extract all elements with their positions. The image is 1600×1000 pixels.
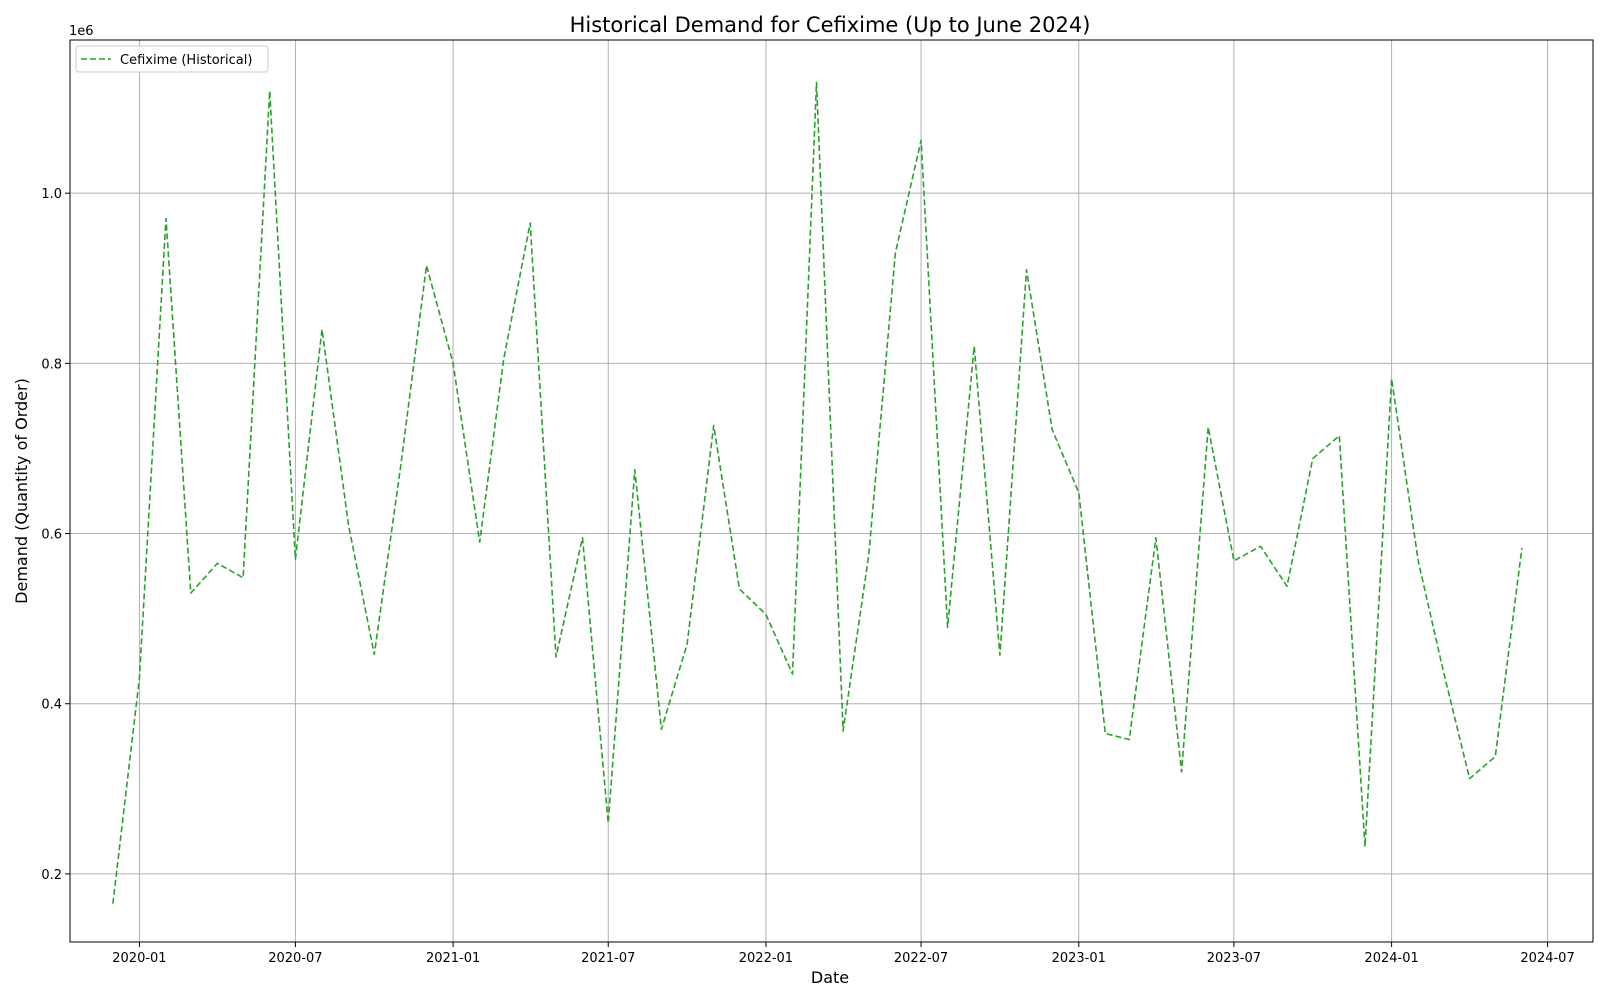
data-point	[269, 91, 270, 92]
data-point	[1469, 778, 1470, 779]
plot-frame	[69, 39, 1594, 943]
data-point	[400, 465, 401, 466]
data-point	[1287, 586, 1288, 587]
data-point	[1026, 269, 1027, 270]
data-point	[1208, 427, 1209, 428]
data-point	[190, 593, 191, 594]
data-point	[1105, 733, 1106, 734]
data-point	[974, 346, 975, 347]
data-point	[765, 614, 766, 615]
data-point	[1443, 669, 1444, 670]
data-point	[348, 525, 349, 526]
data-point	[713, 425, 714, 426]
data-point	[1521, 548, 1522, 549]
data-point	[1129, 739, 1130, 740]
data-point	[843, 731, 844, 732]
y-tick-label: 0.2	[41, 868, 62, 883]
x-axis-label: Date	[811, 968, 849, 987]
data-point	[426, 265, 427, 266]
series-line-0	[112, 81, 1523, 904]
data-point	[792, 674, 793, 675]
data-point	[1260, 546, 1261, 547]
data-point	[1418, 560, 1419, 561]
x-tick-label: 2024-01	[1364, 951, 1418, 966]
data-point	[661, 729, 662, 730]
data-point	[374, 654, 375, 655]
data-point	[947, 627, 948, 628]
data-point	[556, 656, 557, 657]
data-point	[1365, 846, 1366, 847]
chart-title: Historical Demand for Cefixime (Up to Ju…	[570, 13, 1091, 37]
legend: Cefixime (Historical)	[75, 45, 269, 73]
data-point	[1078, 492, 1079, 493]
data-point	[503, 359, 504, 360]
grid-lines	[70, 40, 1593, 942]
data-point	[816, 82, 817, 83]
data-point	[166, 218, 167, 219]
legend-label-cefixime: Cefixime (Historical)	[120, 53, 252, 68]
data-point	[739, 588, 740, 589]
data-point	[582, 537, 583, 538]
data-point	[1155, 537, 1156, 538]
data-point	[1052, 429, 1053, 430]
legend-box	[75, 45, 269, 73]
x-tick-label: 2022-07	[894, 951, 948, 966]
x-tick-label: 2023-07	[1207, 951, 1261, 966]
data-point	[295, 559, 296, 560]
data-point	[322, 329, 323, 330]
data-point	[1339, 435, 1340, 436]
data-point	[634, 469, 635, 470]
data-point	[687, 644, 688, 645]
y-axis-label: Demand (Quantity of Order)	[12, 378, 31, 604]
y-tick-label: 0.4	[41, 698, 62, 713]
data-point	[1495, 756, 1496, 757]
data-point	[243, 577, 244, 578]
x-tick-label: 2022-01	[739, 951, 793, 966]
data-point	[868, 554, 869, 555]
x-tick-label: 2021-01	[426, 951, 480, 966]
data-point	[1233, 560, 1234, 561]
x-tick-label: 2024-07	[1520, 951, 1574, 966]
x-tick-label: 2020-01	[112, 951, 166, 966]
data-point	[1181, 771, 1182, 772]
data-point	[608, 822, 609, 823]
y-tick-label: 0.6	[41, 528, 62, 543]
y-offset-label: 1e6	[69, 24, 94, 39]
data-point	[921, 140, 922, 141]
data-point	[1391, 378, 1392, 379]
x-tick-label: 2023-01	[1052, 951, 1106, 966]
data-point	[112, 903, 113, 904]
data-point	[895, 252, 896, 253]
series-layer	[112, 81, 1523, 904]
y-tick-label: 0.8	[41, 357, 62, 372]
data-point	[217, 563, 218, 564]
data-point	[999, 655, 1000, 656]
data-point	[139, 678, 140, 679]
axis-ticks: 2020-01 2020-07 2021-01 2021-07 2022-01 2022-…	[41, 187, 1574, 966]
x-tick-label: 2021-07	[581, 951, 635, 966]
y-tick-label: 1.0	[41, 187, 62, 202]
data-point	[530, 223, 531, 224]
data-point	[453, 363, 454, 364]
x-tick-label: 2020-07	[268, 951, 322, 966]
data-point	[1312, 458, 1313, 459]
data-point	[479, 542, 480, 543]
